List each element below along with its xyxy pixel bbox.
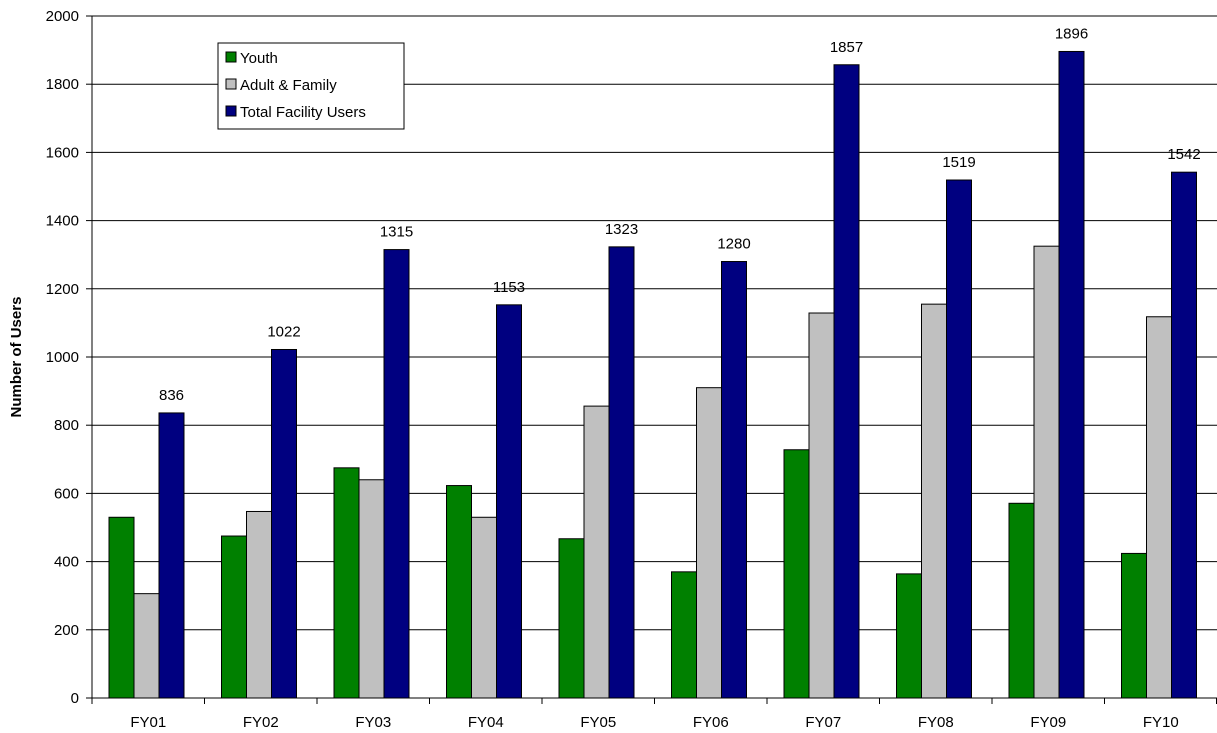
y-axis-title: Number of Users [8, 297, 25, 418]
x-tick-label: FY02 [243, 714, 279, 731]
legend-label: Total Facility Users [240, 104, 366, 121]
y-tick-label: 1800 [46, 76, 79, 93]
bar-youth-fy06 [671, 571, 697, 699]
data-label: 1857 [830, 39, 863, 56]
bar-youth-fy02 [221, 535, 247, 699]
data-label: 1153 [493, 279, 525, 296]
axes [86, 15, 1217, 704]
y-tick-label: 2000 [46, 8, 79, 25]
data-label: 1323 [605, 221, 638, 238]
bar-adult-family-fy10 [1146, 316, 1172, 699]
bar-adult-family-fy05 [583, 405, 610, 699]
bar-youth-fy05 [558, 538, 585, 699]
y-tick-label: 600 [54, 485, 79, 502]
bar-adult-family-fy07 [808, 312, 835, 699]
data-label: 1022 [267, 323, 300, 340]
bar-youth-fy07 [783, 449, 810, 699]
bars [108, 50, 1197, 699]
legend-swatch [225, 78, 237, 90]
bar-total-facility-users-fy04 [496, 304, 522, 699]
data-label: 1519 [942, 154, 975, 171]
y-tick-label: 1400 [46, 213, 79, 230]
x-tick-labels: FY01 FY02 FY03 FY04 FY05 FY06 FY07 FY08 FY09 FY10 [130, 714, 1178, 731]
data-label: 1280 [717, 236, 750, 253]
data-label: 1315 [380, 224, 413, 241]
y-tick-label: 200 [54, 622, 79, 639]
bar-youth-fy08 [896, 573, 922, 699]
x-tick-label: FY08 [918, 714, 954, 731]
bar-total-facility-users-fy09 [1058, 50, 1085, 699]
bar-youth-fy03 [333, 467, 360, 699]
y-tick-labels: 0 200 400 600 800 1000 1200 1400 1600 1800 2000 [46, 8, 79, 707]
legend-label: Adult & Family [240, 77, 337, 94]
legend-swatch [225, 51, 237, 63]
bar-youth-fy01 [108, 516, 135, 699]
bar-adult-family-fy04 [471, 516, 497, 699]
bar-youth-fy10 [1121, 552, 1147, 699]
x-tick-label: FY03 [355, 714, 391, 731]
bar-total-facility-users-fy05 [608, 246, 635, 699]
y-tick-label: 0 [71, 690, 79, 707]
bar-adult-family-fy02 [246, 510, 272, 699]
legend-label: Youth [240, 50, 278, 67]
bar-adult-family-fy06 [696, 387, 722, 699]
bar-total-facility-users-fy02 [271, 348, 297, 699]
legend-swatch [225, 105, 237, 117]
x-tick-label: FY04 [468, 714, 504, 731]
bar-total-facility-users-fy07 [833, 64, 860, 699]
bar-total-facility-users-fy01 [158, 412, 185, 699]
bar-adult-family-fy01 [133, 593, 160, 699]
x-tick-label: FY06 [693, 714, 729, 731]
y-tick-label: 1000 [46, 349, 79, 366]
legend: Youth Adult & Family Total Facility Users [217, 42, 405, 130]
bar-total-facility-users-fy10 [1171, 171, 1197, 699]
bar-total-facility-users-fy06 [721, 261, 747, 699]
data-label: 1542 [1167, 146, 1200, 163]
x-tick-label: FY01 [130, 714, 166, 731]
bar-total-facility-users-fy03 [383, 249, 410, 699]
y-tick-label: 1600 [46, 144, 79, 161]
y-tick-label: 1200 [46, 281, 79, 298]
bar-total-facility-users-fy08 [946, 179, 972, 699]
legend-box [217, 42, 405, 130]
x-tick-label: FY07 [805, 714, 841, 731]
bar-youth-fy09 [1008, 502, 1035, 699]
data-label: 836 [159, 387, 184, 404]
y-tick-label: 400 [54, 554, 79, 571]
bar-adult-family-fy09 [1033, 245, 1060, 699]
x-tick-label: FY10 [1143, 714, 1179, 731]
x-tick-label: FY05 [580, 714, 616, 731]
bar-adult-family-fy08 [921, 303, 947, 699]
bar-youth-fy04 [446, 485, 472, 699]
bar-adult-family-fy03 [358, 479, 385, 699]
data-labels: 836 1022 1315 1153 1323 1280 1857 1519 1896 1542 [159, 25, 1201, 403]
y-tick-label: 800 [54, 417, 79, 434]
data-label: 1896 [1055, 25, 1088, 42]
x-tick-label: FY09 [1030, 714, 1066, 731]
